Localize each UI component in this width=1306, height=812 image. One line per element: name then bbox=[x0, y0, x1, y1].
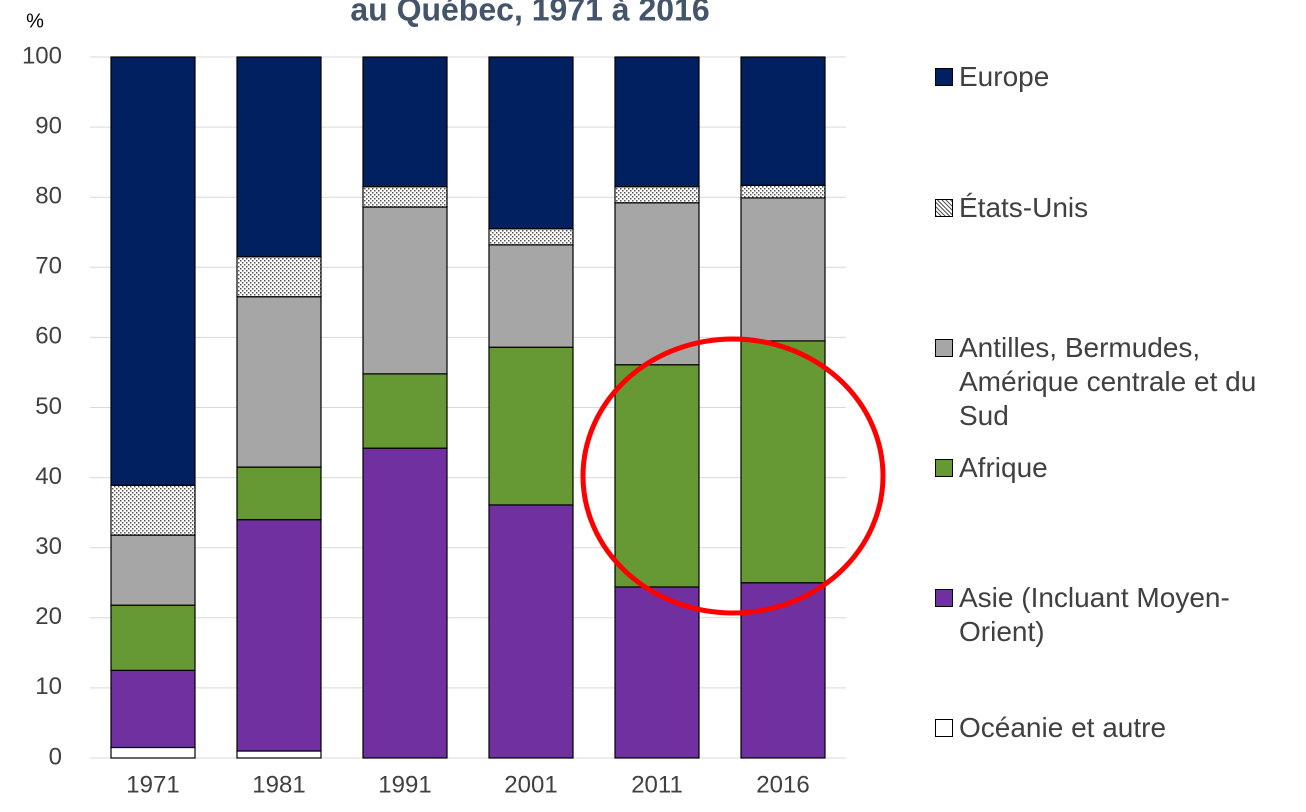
x-tick-label: 2011 bbox=[631, 771, 683, 798]
bar-segment bbox=[362, 447, 448, 759]
y-tick-label: 20 bbox=[35, 603, 62, 630]
legend-item: Antilles, Bermudes, Amérique centrale et… bbox=[935, 331, 1306, 433]
y-tick-label: 30 bbox=[35, 533, 62, 560]
bar-segment bbox=[740, 56, 826, 186]
legend-item: Europe bbox=[935, 60, 1306, 94]
x-tick-label: 1971 bbox=[126, 771, 179, 798]
bar-segment bbox=[236, 296, 322, 468]
y-tick-label: 70 bbox=[35, 253, 62, 280]
y-tick-label: 80 bbox=[35, 183, 62, 210]
bar-segment bbox=[236, 56, 322, 258]
bar-segment bbox=[614, 56, 700, 188]
bar-segment bbox=[740, 197, 826, 342]
bar-segment bbox=[488, 504, 574, 759]
legend-label: Asie (Incluant Moyen-Orient) bbox=[959, 582, 1230, 647]
y-tick-label: 90 bbox=[35, 112, 62, 139]
y-tick-label: 50 bbox=[35, 393, 62, 420]
y-tick-label: 100 bbox=[22, 42, 62, 69]
bar-segment bbox=[614, 186, 700, 204]
bar-segment bbox=[740, 582, 826, 759]
bar-segment bbox=[488, 228, 574, 246]
bar-segment bbox=[614, 586, 700, 759]
highlight-ellipse bbox=[580, 336, 886, 616]
legend-swatch bbox=[935, 199, 953, 217]
bar-segment bbox=[110, 534, 196, 606]
x-tick-label: 1991 bbox=[378, 771, 431, 798]
legend-swatch bbox=[935, 719, 953, 737]
y-tick-label: 40 bbox=[35, 463, 62, 490]
x-tick-label: 2001 bbox=[504, 771, 557, 798]
bar-segment bbox=[110, 604, 196, 671]
bar-segment bbox=[110, 56, 196, 486]
bar-segment bbox=[236, 519, 322, 752]
bar-segment bbox=[236, 750, 322, 759]
legend-item: Océanie et autre bbox=[935, 711, 1306, 745]
bar-segment bbox=[362, 186, 448, 208]
bar-segment bbox=[362, 56, 448, 188]
legend-item: Afrique bbox=[935, 451, 1306, 485]
legend-label: Océanie et autre bbox=[959, 712, 1167, 743]
bar-segment bbox=[740, 184, 826, 199]
legend-label: Europe bbox=[959, 61, 1050, 92]
legend-item: États-Unis bbox=[935, 191, 1306, 225]
bar-segment bbox=[488, 346, 574, 506]
y-tick-label: 60 bbox=[35, 323, 62, 350]
legend-swatch bbox=[935, 339, 953, 357]
bar-segment bbox=[110, 484, 196, 536]
bar-segment bbox=[614, 202, 700, 366]
bar-segment bbox=[362, 373, 448, 449]
bar-segment bbox=[362, 206, 448, 375]
legend-label: Antilles, Bermudes, Amérique centrale et… bbox=[959, 332, 1257, 431]
bar-segment bbox=[740, 340, 826, 584]
legend-label: Afrique bbox=[959, 452, 1048, 483]
legend-label: États-Unis bbox=[959, 192, 1089, 223]
legend-swatch bbox=[935, 459, 953, 477]
y-tick-label: 10 bbox=[35, 673, 62, 700]
bar-segment bbox=[110, 746, 196, 759]
y-axis-label: % bbox=[26, 10, 44, 32]
y-tick-label: 0 bbox=[49, 743, 62, 770]
chart-title: au Québec, 1971 à 2016 bbox=[350, 0, 709, 27]
bar-segment bbox=[110, 669, 196, 749]
x-tick-label: 1981 bbox=[252, 771, 305, 798]
x-tick-label: 2016 bbox=[756, 771, 809, 798]
legend-item: Asie (Incluant Moyen-Orient) bbox=[935, 581, 1306, 649]
legend-swatch bbox=[935, 589, 953, 607]
bar-segment bbox=[236, 256, 322, 298]
legend-swatch bbox=[935, 68, 953, 86]
bar-segment bbox=[614, 364, 700, 588]
bar-segment bbox=[488, 56, 574, 230]
bar-segment bbox=[236, 466, 322, 521]
bar-segment bbox=[488, 244, 574, 348]
